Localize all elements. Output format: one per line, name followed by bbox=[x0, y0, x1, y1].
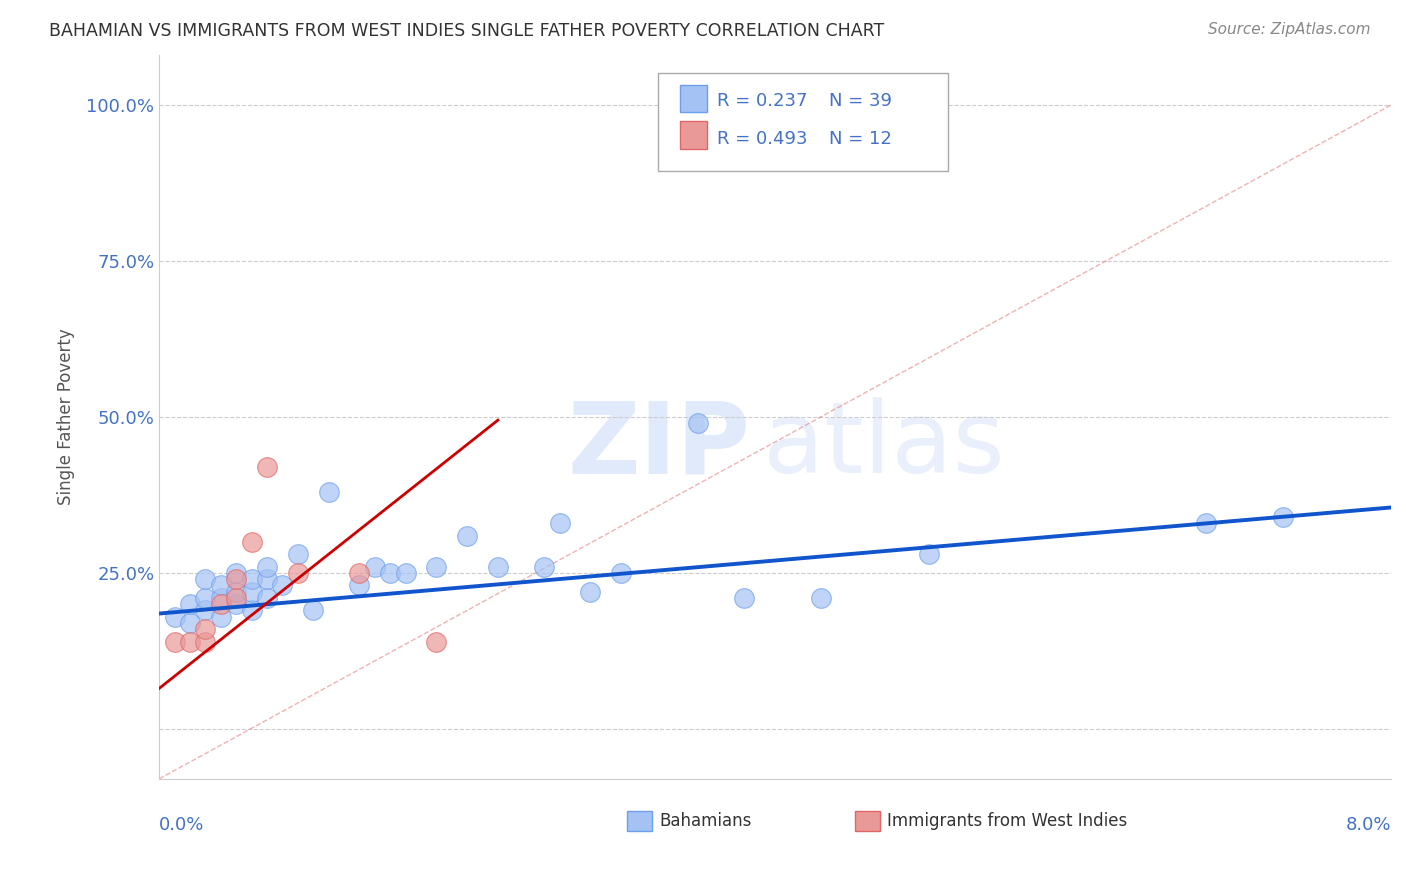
Point bbox=[240, 572, 263, 586]
Point bbox=[209, 609, 232, 624]
Text: 0.0%: 0.0% bbox=[159, 816, 204, 834]
Text: Immigrants from West Indies: Immigrants from West Indies bbox=[887, 812, 1128, 830]
Point bbox=[733, 591, 755, 605]
Point bbox=[271, 578, 294, 592]
Text: Bahamians: Bahamians bbox=[659, 812, 752, 830]
Point bbox=[287, 566, 309, 580]
Point bbox=[179, 634, 201, 648]
Point bbox=[194, 622, 217, 636]
Point bbox=[194, 591, 217, 605]
Point bbox=[240, 534, 263, 549]
Point bbox=[225, 566, 247, 580]
Point bbox=[163, 609, 186, 624]
Y-axis label: Single Father Poverty: Single Father Poverty bbox=[58, 328, 75, 506]
Point bbox=[349, 578, 371, 592]
Text: N = 12: N = 12 bbox=[830, 129, 893, 148]
Point bbox=[349, 566, 371, 580]
Point bbox=[209, 597, 232, 611]
Text: 8.0%: 8.0% bbox=[1346, 816, 1391, 834]
Point bbox=[533, 559, 555, 574]
Point bbox=[287, 547, 309, 561]
Point bbox=[225, 591, 247, 605]
Point bbox=[378, 566, 401, 580]
Point bbox=[302, 603, 325, 617]
Point bbox=[486, 559, 509, 574]
Point bbox=[194, 603, 217, 617]
Point bbox=[394, 566, 416, 580]
Point bbox=[179, 615, 201, 630]
Text: BAHAMIAN VS IMMIGRANTS FROM WEST INDIES SINGLE FATHER POVERTY CORRELATION CHART: BAHAMIAN VS IMMIGRANTS FROM WEST INDIES … bbox=[49, 22, 884, 40]
Point bbox=[548, 516, 571, 530]
Point bbox=[209, 578, 232, 592]
FancyBboxPatch shape bbox=[855, 811, 880, 831]
Point bbox=[225, 572, 247, 586]
Point bbox=[194, 572, 217, 586]
Point bbox=[425, 634, 447, 648]
Point bbox=[225, 584, 247, 599]
Text: R = 0.237: R = 0.237 bbox=[717, 92, 807, 111]
Point bbox=[225, 597, 247, 611]
Point bbox=[256, 459, 278, 474]
FancyBboxPatch shape bbox=[681, 85, 707, 112]
FancyBboxPatch shape bbox=[627, 811, 652, 831]
Text: R = 0.493: R = 0.493 bbox=[717, 129, 807, 148]
Point bbox=[1272, 509, 1295, 524]
Point bbox=[240, 603, 263, 617]
Point bbox=[1195, 516, 1218, 530]
Point bbox=[688, 416, 710, 430]
Point bbox=[194, 634, 217, 648]
Point bbox=[209, 591, 232, 605]
Point bbox=[256, 559, 278, 574]
Point bbox=[425, 559, 447, 574]
Text: ZIP: ZIP bbox=[568, 398, 751, 494]
Point bbox=[256, 591, 278, 605]
FancyBboxPatch shape bbox=[681, 121, 707, 149]
FancyBboxPatch shape bbox=[658, 73, 948, 171]
Point bbox=[456, 528, 478, 542]
Text: Source: ZipAtlas.com: Source: ZipAtlas.com bbox=[1208, 22, 1371, 37]
Point bbox=[810, 591, 832, 605]
Point bbox=[318, 484, 340, 499]
Point bbox=[364, 559, 387, 574]
Point bbox=[610, 566, 633, 580]
Point bbox=[163, 634, 186, 648]
Point bbox=[240, 584, 263, 599]
Point bbox=[179, 597, 201, 611]
Point bbox=[918, 547, 941, 561]
Text: N = 39: N = 39 bbox=[830, 92, 893, 111]
Text: atlas: atlas bbox=[763, 398, 1004, 494]
Point bbox=[256, 572, 278, 586]
Point bbox=[579, 584, 602, 599]
